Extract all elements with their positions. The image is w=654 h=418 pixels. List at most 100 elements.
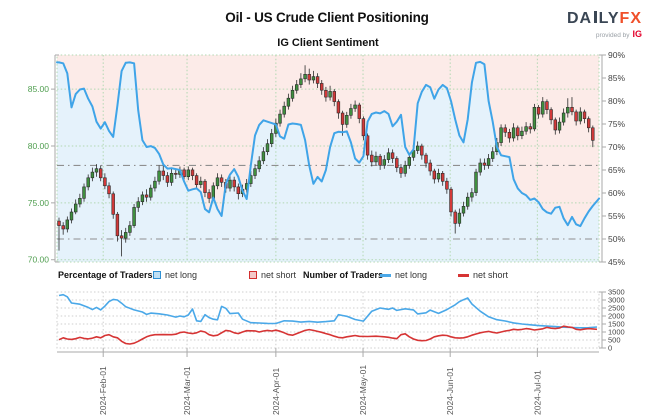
candle-up (169, 173, 174, 183)
logo-bar-icon (594, 11, 597, 23)
logo-da: DA (566, 10, 593, 27)
candle-down (203, 180, 207, 193)
x-axis-date-label: 2024-Mar-01 (182, 366, 192, 415)
candle-up (374, 155, 378, 163)
candle-up (282, 105, 286, 115)
chart-subtitle: IG Client Sentiment (277, 37, 379, 49)
candle-up (286, 97, 291, 107)
candle-up (253, 168, 257, 176)
candle-up (290, 90, 295, 99)
price-tick-label: 70.00 (28, 255, 50, 265)
candle-down (582, 111, 587, 120)
traders-tick-label: 1000 (608, 328, 625, 337)
traders-tick-label: 2000 (608, 312, 625, 321)
traders-tick-label: 2500 (608, 304, 625, 313)
candle-up (265, 143, 270, 152)
legend-item-pct-net-long[interactable]: net long (153, 268, 197, 282)
candle-down (324, 90, 328, 98)
legend-group-number: Number of Traders (303, 270, 384, 280)
candle-up (65, 219, 70, 230)
candle-up (457, 212, 462, 224)
traders-tick-label: 0 (608, 344, 612, 353)
candle-up (511, 127, 516, 139)
candle-down (361, 118, 366, 137)
x-axis-date-label: 2024-Feb-01 (98, 366, 108, 415)
candle-up (557, 121, 562, 131)
candle-down (365, 135, 370, 156)
chart-legend: Percentage of Traders net long net short… (0, 268, 654, 286)
candle-down (449, 188, 453, 213)
net-long-pct-line (56, 60, 601, 228)
pct-tick-label: 55% (608, 211, 625, 221)
candle-down (111, 193, 115, 215)
legend-item-num-net-short[interactable]: net short (458, 268, 508, 282)
pct-tick-label: 45% (608, 257, 625, 267)
candle-up (415, 145, 420, 151)
traders-tick-label: 3500 (608, 288, 625, 297)
traders-tick-label: 500 (608, 336, 621, 345)
candle-down (307, 74, 311, 81)
net-long-swatch-icon (153, 271, 161, 279)
candle-down (182, 169, 186, 177)
candle-up (215, 177, 220, 187)
candle-down (378, 155, 382, 166)
candle-down (57, 220, 61, 226)
candle-up (311, 76, 316, 81)
candle-down (574, 111, 578, 122)
candle-up (211, 185, 215, 199)
legend-label: net short (261, 270, 297, 280)
pct-tick-label: 50% (608, 234, 625, 244)
candle-down (553, 119, 558, 131)
candle-down (591, 127, 595, 141)
candle-up (294, 84, 299, 91)
candle-up (345, 115, 349, 125)
candle-up (461, 206, 466, 214)
pct-tick-label: 60% (608, 188, 625, 198)
candle-up (474, 171, 478, 193)
candle-up (90, 171, 95, 179)
logo-fx: FX (619, 10, 642, 27)
x-axis-date-label: 2024-Jul-01 (532, 370, 542, 415)
candle-up (470, 192, 474, 198)
candle-down (586, 118, 591, 129)
candle-up (153, 180, 157, 189)
candle-down (332, 91, 336, 102)
x-axis-date-label: 2024-Apr-01 (271, 367, 281, 415)
candle-down (99, 168, 103, 179)
candle-down (420, 145, 424, 156)
candle-up (403, 165, 407, 174)
legend-item-num-net-long[interactable]: net long (380, 268, 427, 282)
candle-up (407, 157, 411, 166)
price-tick-label: 85.00 (28, 84, 50, 94)
candle-up (261, 151, 266, 162)
candle-down (315, 76, 320, 84)
candle-down (482, 162, 487, 166)
candle-down (174, 173, 178, 175)
candle-down (232, 179, 236, 188)
candle-up (382, 159, 386, 166)
legend-item-pct-net-short[interactable]: net short (249, 268, 296, 282)
candle-up (303, 74, 307, 80)
candle-up (136, 201, 140, 208)
candle-up (532, 107, 537, 130)
candle-down (165, 175, 170, 183)
pct-tick-label: 80% (608, 96, 625, 106)
traders-tick-label: 3000 (608, 296, 625, 305)
candle-up (228, 179, 232, 189)
legend-label: net short (473, 270, 509, 280)
candle-up (269, 133, 274, 144)
pct-tick-label: 70% (608, 142, 625, 152)
candle-down (453, 211, 457, 224)
candle-down (516, 127, 520, 137)
candle-down (536, 107, 541, 115)
candle-up (186, 169, 190, 177)
pct-tick-label: 65% (608, 165, 625, 175)
bottom-plot-frame (56, 291, 600, 349)
main-plot-frame (56, 54, 600, 263)
logo-ly: LY (598, 10, 620, 27)
candle-down (340, 112, 345, 125)
legend-label: net long (165, 270, 198, 280)
page-title: Oil - US Crude Client Positioning (225, 10, 429, 25)
candle-up (328, 91, 332, 98)
